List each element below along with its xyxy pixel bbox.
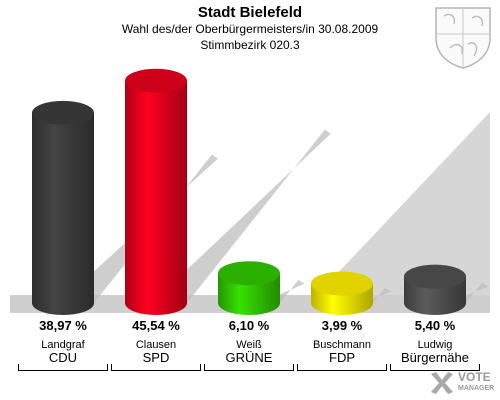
chart-title: Stadt Bielefeld [197,4,303,21]
bar-top-fdp [311,271,373,296]
bar-fdp [311,271,373,315]
value-label-cdu: 38,97 % [39,318,87,333]
chart-subtitle-district: Stimmbezirk 020.3 [200,38,300,52]
category-bracket [297,364,387,371]
vote-manager-logo-icon [431,372,453,394]
candidate-label-grüne: Weiß [236,339,262,351]
value-label-bürgernähe: 5,40 % [414,318,456,333]
bar-body-grüne [218,273,280,315]
candidate-label-fdp: Buschmann [312,339,372,351]
vote-manager-watermark: VOTE MANAGER [428,368,498,398]
bar-shadow-bürgernähe [418,282,489,315]
bars [32,68,466,315]
value-label-grüne: 6,10 % [228,318,270,333]
party-label-fdp: FDP [329,350,355,365]
bar-shadow-fdp [325,287,392,315]
bar-top-spd [125,68,187,93]
value-label-spd: 45,54 % [132,318,180,333]
category-bracket [390,364,480,371]
watermark-text-manager: MANAGER [458,385,495,392]
bar-top-cdu [32,100,94,125]
party-label-cdu: CDU [48,350,78,365]
party-label-grüne: GRÜNE [225,350,273,365]
bar-body-spd [125,80,187,315]
watermark-text-vote: VOTE [458,370,491,384]
bar-bürgernähe [404,264,466,315]
party-label-spd: SPD [142,350,170,365]
bar-cdu [32,100,94,315]
party-label-bürgernähe: Bürgernähe [401,350,469,365]
category-bracket [204,364,294,371]
bar-top-bürgernähe [404,264,466,289]
category-bracket [18,364,108,371]
bar-shadows [46,129,489,315]
bar-top-grüne [218,261,280,286]
bar-shadow-spd [139,129,331,315]
candidate-label-cdu: Landgraf [41,339,85,351]
bar-grüne [218,261,280,315]
chart-subtitle-election: Wahl des/der Oberbürgermeisters/in 30.08… [121,22,379,36]
bar-body-cdu [32,112,94,315]
chart-floor-band [12,112,490,313]
coat-of-arms-icon [435,7,491,69]
category-bracket [111,364,201,371]
value-label-fdp: 3,99 % [321,318,363,333]
candidate-label-bürgernähe: Ludwig [417,339,453,351]
bar-shadow-cdu [46,154,218,315]
candidate-label-spd: Clausen [135,339,177,351]
bar-spd [125,68,187,315]
bar-shadow-grüne [232,279,305,315]
